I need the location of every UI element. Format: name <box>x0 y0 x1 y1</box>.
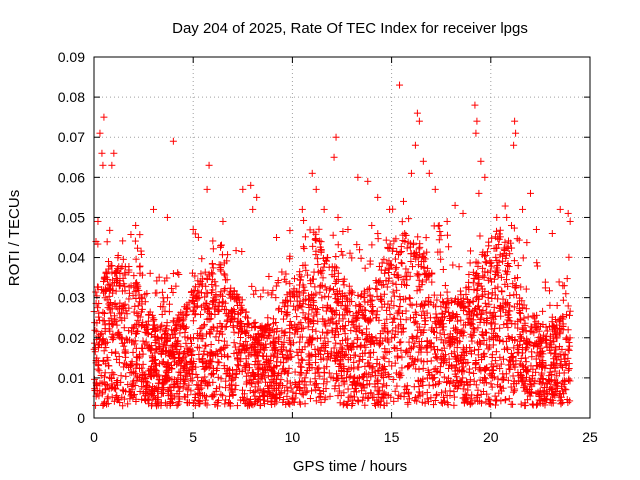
chart-title: Day 204 of 2025, Rate Of TEC Index for r… <box>172 20 528 37</box>
